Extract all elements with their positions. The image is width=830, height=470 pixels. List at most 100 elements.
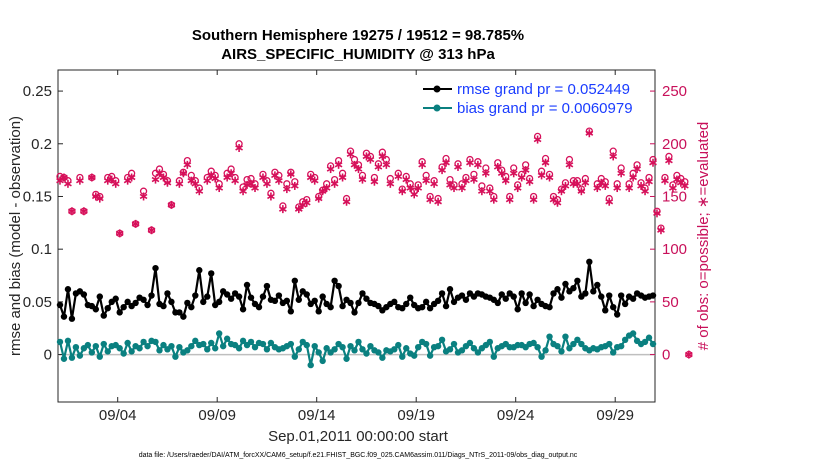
star-stroke xyxy=(406,185,415,191)
y-axis-label-left: rmse and bias (model - observation) xyxy=(7,116,24,356)
obs-evaluated-marker xyxy=(450,184,458,193)
bias-point xyxy=(534,343,541,351)
rmse-point xyxy=(391,298,398,306)
star-stroke xyxy=(175,181,184,187)
obs-evaluated-marker xyxy=(326,165,335,174)
obs-evaluated-marker xyxy=(641,187,649,196)
bias-point xyxy=(645,334,653,341)
rmse-point xyxy=(621,300,629,308)
bias-point xyxy=(223,335,231,342)
obs-evaluated-marker xyxy=(259,173,267,182)
star-stroke xyxy=(505,196,514,203)
bias-point xyxy=(411,352,418,359)
obs-evaluated-marker xyxy=(239,187,247,196)
obs-evaluated-marker xyxy=(533,135,542,144)
bias-point xyxy=(92,342,100,350)
obs-evaluated-marker xyxy=(442,158,450,167)
star-stroke xyxy=(147,227,156,233)
y-tick-right-label: 50 xyxy=(662,294,679,311)
rmse-point xyxy=(303,291,310,298)
obs-evaluated-marker xyxy=(263,179,271,188)
bias-point xyxy=(554,342,561,350)
star-stroke xyxy=(79,208,88,214)
obs-evaluated-marker xyxy=(235,143,243,152)
rmse-point xyxy=(617,292,625,299)
obs-evaluated-marker xyxy=(115,229,124,238)
rmse-point xyxy=(56,301,64,309)
star-stroke xyxy=(271,172,279,179)
rmse-point xyxy=(152,264,159,272)
rmse-point xyxy=(450,298,458,306)
bias-point xyxy=(610,349,617,356)
obs-evaluated-marker xyxy=(458,184,466,193)
rmse-point xyxy=(498,291,505,298)
obs-evaluated-marker xyxy=(649,158,657,167)
obs-evaluated-marker xyxy=(179,169,188,178)
obs-evaluated-marker xyxy=(314,194,323,203)
x-tick-label: 09/09 xyxy=(198,407,236,424)
rmse-point xyxy=(239,306,247,313)
star-stroke xyxy=(362,153,371,160)
y-tick-left-label: 0.05 xyxy=(23,294,52,311)
star-stroke xyxy=(211,175,220,182)
obs-evaluated-marker xyxy=(669,184,677,193)
rmse-point xyxy=(550,290,557,297)
bias-point xyxy=(558,348,565,355)
rmse-point xyxy=(100,312,107,319)
star-stroke xyxy=(470,176,478,183)
rmse-point xyxy=(562,280,569,288)
bias-point xyxy=(212,345,219,352)
rmse-point xyxy=(570,284,577,292)
rmse-point xyxy=(422,298,430,306)
bias-point xyxy=(538,353,545,360)
obs-evaluated-marker xyxy=(497,169,506,178)
bias-point xyxy=(204,346,211,353)
star-stroke xyxy=(501,177,510,184)
star-stroke xyxy=(235,145,243,151)
obs-evaluated-marker xyxy=(271,171,279,180)
star-stroke xyxy=(577,188,586,194)
obs-evaluated-marker xyxy=(211,174,220,183)
bias-point xyxy=(486,338,494,346)
obs-evaluated-marker xyxy=(637,181,645,190)
obs-evaluated-marker xyxy=(87,173,96,182)
rmse-point xyxy=(403,300,410,308)
star-stroke xyxy=(68,208,76,214)
rmse-point xyxy=(259,293,267,300)
star-stroke xyxy=(509,170,518,176)
star-stroke xyxy=(649,160,657,166)
y-tick-left-label: 0.2 xyxy=(31,136,52,153)
y-tick-left-label: 0.15 xyxy=(23,188,52,205)
obs-evaluated-marker xyxy=(227,169,236,178)
star-stroke xyxy=(541,160,550,166)
bias-point xyxy=(263,346,271,353)
obs-evaluated-marker xyxy=(398,187,407,196)
rmse-point xyxy=(602,307,609,314)
obs-evaluated-marker xyxy=(680,181,689,190)
rmse-point xyxy=(522,299,529,307)
rmse-point xyxy=(148,292,155,299)
star-stroke xyxy=(167,202,176,208)
star-stroke xyxy=(183,162,192,168)
star-stroke xyxy=(259,174,267,181)
star-stroke xyxy=(426,196,435,203)
star-stroke xyxy=(669,185,677,191)
obs-evaluated-marker xyxy=(653,209,661,218)
star-stroke xyxy=(91,193,100,200)
rmse-point xyxy=(606,292,613,299)
obs-evaluated-marker xyxy=(394,172,403,181)
obs-evaluated-marker xyxy=(422,176,431,185)
obs-evaluated-marker xyxy=(557,187,566,196)
obs-evaluated-marker xyxy=(374,162,383,171)
bias-point xyxy=(76,352,84,359)
bias-point xyxy=(470,345,478,352)
bias-point xyxy=(88,349,96,356)
rmse-point xyxy=(613,311,621,318)
star-stroke xyxy=(561,183,570,189)
obs-evaluated-marker xyxy=(322,184,331,193)
rmse-point xyxy=(176,309,183,316)
star-stroke xyxy=(549,196,558,203)
bias-point xyxy=(104,348,111,355)
bias-point xyxy=(414,343,422,351)
star-stroke xyxy=(370,179,379,185)
